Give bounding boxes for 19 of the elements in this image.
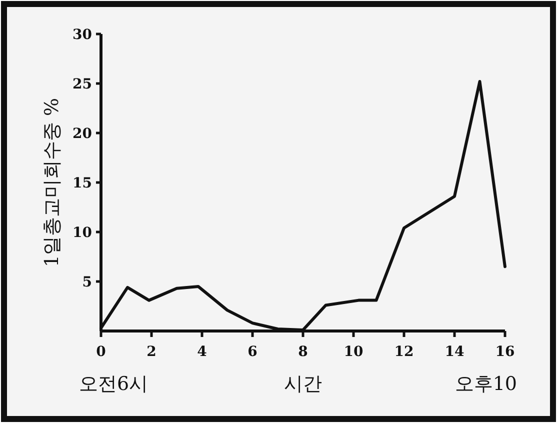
y-tick-label: 25 bbox=[72, 76, 92, 92]
y-tick-label: 10 bbox=[72, 225, 92, 241]
x-tick-label: 6 bbox=[248, 344, 258, 360]
x-tick-label: 4 bbox=[197, 344, 208, 360]
y-tick-label: 30 bbox=[72, 27, 92, 43]
x-axis-title: 시간 bbox=[284, 373, 322, 395]
x-tick-label: 8 bbox=[298, 344, 308, 360]
y-tick-label: 20 bbox=[72, 126, 92, 142]
x-tick-label: 2 bbox=[146, 344, 156, 360]
x-tick-label: 10 bbox=[344, 344, 364, 360]
x-tick-label: 16 bbox=[495, 344, 515, 360]
y-axis-title: 1일총교미회수중 % bbox=[41, 98, 63, 268]
y-tick-label: 5 bbox=[82, 274, 92, 290]
x-tick-label: 0 bbox=[96, 344, 106, 360]
x-tick-label: 12 bbox=[394, 344, 414, 360]
text: 오전6시 bbox=[79, 373, 148, 395]
y-tick-label: 15 bbox=[72, 176, 92, 192]
text: 오후10 bbox=[454, 373, 517, 395]
x-tick-label: 14 bbox=[444, 344, 464, 360]
